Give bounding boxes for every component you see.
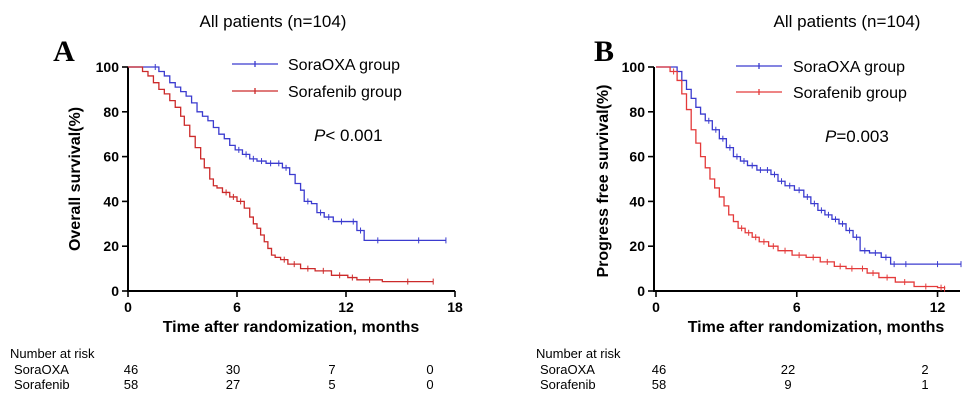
risk-table-b-count: 46 xyxy=(652,362,666,377)
panel-a-p-symbol: P xyxy=(314,126,326,145)
panel-b-y-tick-label: 80 xyxy=(629,104,645,120)
panel-a-y-tick-label: 0 xyxy=(111,283,119,299)
risk-table-a-count: 58 xyxy=(124,377,138,392)
risk-table-b-counts: 46 22 258 9 1 xyxy=(652,362,929,392)
risk-table-b-count: 9 xyxy=(784,377,791,392)
panel-b-x-tick-label: 0 xyxy=(652,299,660,315)
panel-b-y-tick-label: 40 xyxy=(629,193,645,209)
risk-table-a-count: 0 xyxy=(426,362,433,377)
panel-a-x-tick-label: 12 xyxy=(338,299,354,315)
panel-a-p-value: P< 0.001 xyxy=(314,126,383,145)
panel-b: All patients (n=104) B 0 20 40 60 80 100 0 6 12… xyxy=(594,12,962,336)
risk-table-a-count: 5 xyxy=(328,377,335,392)
risk-table-a-count: 30 xyxy=(226,362,240,377)
panel-b-curve-soraoxa xyxy=(656,66,961,265)
panel-a-legend-label-sorafenib: Sorafenib group xyxy=(288,84,402,101)
panel-a-x-tick-label: 0 xyxy=(124,299,132,315)
risk-table-b-count: 2 xyxy=(921,362,928,377)
panel-b-y-tick-label: 20 xyxy=(629,238,645,254)
risk-table-a-row-label-soraoxa: SoraOXA xyxy=(14,362,69,377)
panel-b-legend-label-soraoxa: SoraOXA group xyxy=(793,59,905,76)
risk-table-a-count: 46 xyxy=(124,362,138,377)
panel-b-p-symbol: P xyxy=(825,127,837,146)
panel-a-y-tick-label: 40 xyxy=(103,193,119,209)
panel-b-legend: SoraOXA group Sorafenib group xyxy=(736,59,907,102)
panel-b-y-tick-label: 100 xyxy=(622,59,646,75)
panel-b-legend-label-sorafenib: Sorafenib group xyxy=(793,85,907,102)
panel-a-series xyxy=(128,64,447,285)
panel-b-series xyxy=(656,66,962,292)
panel-a-x-tick-label: 18 xyxy=(447,299,463,315)
risk-table-b-row-label-sorafenib: Sorafenib xyxy=(540,377,596,392)
risk-table-b-row-label-soraoxa: SoraOXA xyxy=(540,362,595,377)
risk-table-a-count: 7 xyxy=(328,362,335,377)
panel-b-x-label: Time after randomization, months xyxy=(688,319,945,336)
panel-a-legend: SoraOXA group Sorafenib group xyxy=(232,57,402,101)
panel-b-curve-sorafenib xyxy=(656,66,946,289)
panel-a-y-ticks: 0 20 40 60 80 100 xyxy=(96,59,128,299)
risk-table-a-row-label-sorafenib: Sorafenib xyxy=(14,377,70,392)
risk-table-a-counts: 46 30 7 0 58 27 5 0 xyxy=(124,362,434,392)
panel-b-letter: B xyxy=(594,35,614,68)
panel-b-y-tick-label: 0 xyxy=(637,283,645,299)
panel-a-curve-soraoxa xyxy=(128,66,446,242)
panel-b-y-tick-label: 60 xyxy=(629,149,645,165)
risk-table-a-title: Number at risk xyxy=(10,346,95,361)
panel-a-x-ticks: 0 6 12 18 xyxy=(124,291,463,315)
panel-a-y-tick-label: 80 xyxy=(103,104,119,120)
panel-a-x-tick-label: 6 xyxy=(233,299,241,315)
panel-a-y-tick-label: 20 xyxy=(103,238,119,254)
risk-table-a-count: 27 xyxy=(226,377,240,392)
risk-table-b-title: Number at risk xyxy=(536,346,621,361)
panel-a-p-text: < 0.001 xyxy=(325,126,382,145)
panel-a-x-label: Time after randomization, months xyxy=(163,319,420,336)
panel-b-p-value: P=0.003 xyxy=(825,127,889,146)
risk-table-a-count: 0 xyxy=(426,377,433,392)
panel-b-x-ticks: 0 6 12 xyxy=(652,291,946,315)
risk-table-b-count: 22 xyxy=(781,362,795,377)
panel-a-legend-label-soraoxa: SoraOXA group xyxy=(288,57,400,74)
panel-a-y-label: Overall survival(%) xyxy=(67,107,84,251)
risk-table-a: Number at risk SoraOXA Sorafenib 46 30 7 0 5… xyxy=(10,346,434,392)
panel-b-y-ticks: 0 20 40 60 80 100 xyxy=(622,59,654,299)
panel-a: All patients (n=104) A 0 20 40 60 80 100 0 6 12… xyxy=(53,12,463,336)
risk-table-b-count: 58 xyxy=(652,377,666,392)
panel-a-y-tick-label: 60 xyxy=(103,149,119,165)
panel-b-x-tick-label: 12 xyxy=(930,299,946,315)
panel-b-title: All patients (n=104) xyxy=(774,12,921,31)
panel-b-x-tick-label: 6 xyxy=(793,299,801,315)
panel-a-title: All patients (n=104) xyxy=(200,12,347,31)
panel-a-letter: A xyxy=(53,35,75,68)
panel-a-y-tick-label: 100 xyxy=(96,59,120,75)
panel-b-p-text: =0.003 xyxy=(836,127,888,146)
panel-b-y-label: Progress free survival(%) xyxy=(595,85,612,278)
risk-table-b-count: 1 xyxy=(921,377,928,392)
risk-table-b: Number at risk SoraOXA Sorafenib 46 22 258… xyxy=(536,346,929,392)
